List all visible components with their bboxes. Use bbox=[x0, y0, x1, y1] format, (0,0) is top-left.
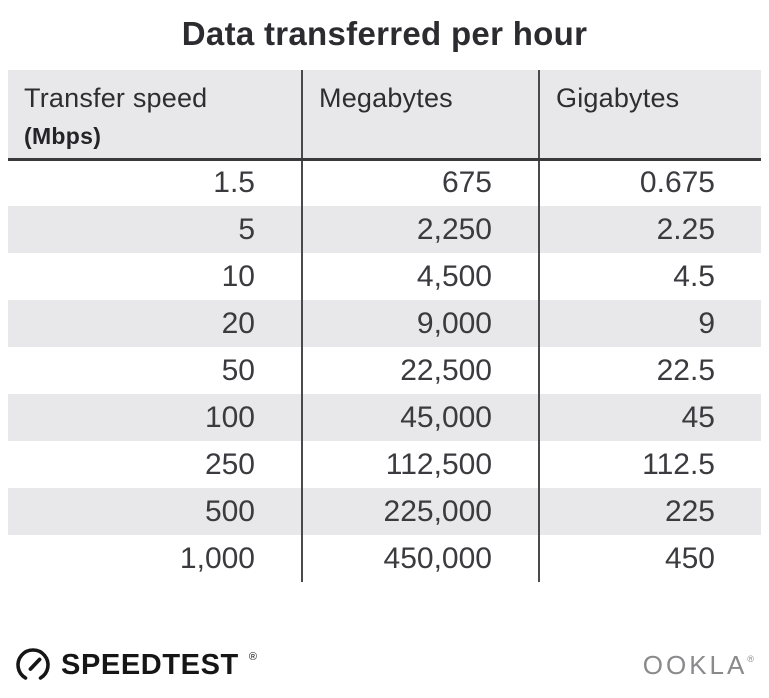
table-row: 100 45,000 45 bbox=[8, 394, 761, 441]
ookla-logo: OOKLA ® bbox=[643, 650, 757, 681]
table-cell: 225,000 bbox=[301, 488, 539, 535]
table-body: 1.5 675 0.675 5 2,250 2.25 10 4,500 4.5 20 9,000 9 5… bbox=[8, 159, 761, 582]
infographic-page: Data transferred per hour Transfer speed… bbox=[0, 14, 769, 686]
speedtest-gauge-icon bbox=[16, 648, 50, 680]
speedtest-wordmark: SPEEDTEST bbox=[61, 649, 239, 681]
table-cell: 250 bbox=[204, 447, 255, 481]
footer: SPEEDTEST ® OOKLA ® bbox=[14, 644, 757, 686]
table-cell: 450,000 bbox=[301, 535, 539, 582]
table-cell: 10 bbox=[221, 259, 255, 293]
table-row: 5 2,250 2.25 bbox=[8, 206, 761, 253]
table-cell: 0.675 bbox=[538, 159, 761, 206]
table-cell: 45 bbox=[538, 394, 761, 441]
table-cell: 20 bbox=[221, 306, 255, 340]
header-row: Transfer speed (Mbps) Megabytes Gigabyte… bbox=[8, 70, 761, 161]
column-header-label: Megabytes bbox=[319, 83, 453, 113]
table-cell: 500 bbox=[204, 494, 255, 528]
table-cell: 2,250 bbox=[301, 206, 539, 253]
table-row: 10 4,500 4.5 bbox=[8, 253, 761, 300]
table-cell: 22,500 bbox=[301, 347, 539, 394]
column-header-transfer-speed: Transfer speed (Mbps) bbox=[8, 70, 302, 161]
data-table: Transfer speed (Mbps) Megabytes Gigabyte… bbox=[8, 70, 761, 582]
table-cell: 4,500 bbox=[301, 253, 539, 300]
table-cell: 45,000 bbox=[301, 394, 539, 441]
table-row: 1,000 450,000 450 bbox=[8, 535, 761, 582]
table-cell: 2.25 bbox=[538, 206, 761, 253]
table-cell: 1.5 bbox=[213, 166, 255, 200]
page-title: Data transferred per hour bbox=[181, 15, 588, 52]
table-cell: 100 bbox=[204, 400, 255, 434]
table-cell: 9 bbox=[538, 300, 761, 347]
table-cell: 4.5 bbox=[538, 253, 761, 300]
column-header-label: Transfer speed bbox=[24, 83, 208, 113]
speedtest-logo: SPEEDTEST ® bbox=[14, 646, 257, 684]
column-header-label: Gigabytes bbox=[556, 83, 680, 113]
table-cell: 22.5 bbox=[538, 347, 761, 394]
registered-trademark-mark: ® bbox=[248, 651, 257, 663]
table-cell: 112,500 bbox=[301, 441, 539, 488]
table-cell: 225 bbox=[538, 488, 761, 535]
table-row: 50 22,500 22.5 bbox=[8, 347, 761, 394]
table-cell: 1,000 bbox=[179, 541, 255, 575]
table-cell: 5 bbox=[238, 212, 255, 246]
column-header-megabytes: Megabytes bbox=[301, 70, 539, 161]
table-row: 250 112,500 112.5 bbox=[8, 441, 761, 488]
table-row: 500 225,000 225 bbox=[8, 488, 761, 535]
column-header-gigabytes: Gigabytes bbox=[538, 70, 761, 161]
ookla-wordmark: OOKLA bbox=[642, 649, 748, 680]
table-cell: 675 bbox=[301, 159, 539, 206]
table-cell: 50 bbox=[221, 353, 255, 387]
table-row: 20 9,000 9 bbox=[8, 300, 761, 347]
table-cell: 9,000 bbox=[301, 300, 539, 347]
registered-trademark-mark: ® bbox=[747, 653, 757, 664]
table-cell: 450 bbox=[538, 535, 761, 582]
table-row: 1.5 675 0.675 bbox=[8, 159, 761, 206]
column-header-sublabel: (Mbps) bbox=[24, 123, 102, 149]
table-cell: 112.5 bbox=[538, 441, 761, 488]
